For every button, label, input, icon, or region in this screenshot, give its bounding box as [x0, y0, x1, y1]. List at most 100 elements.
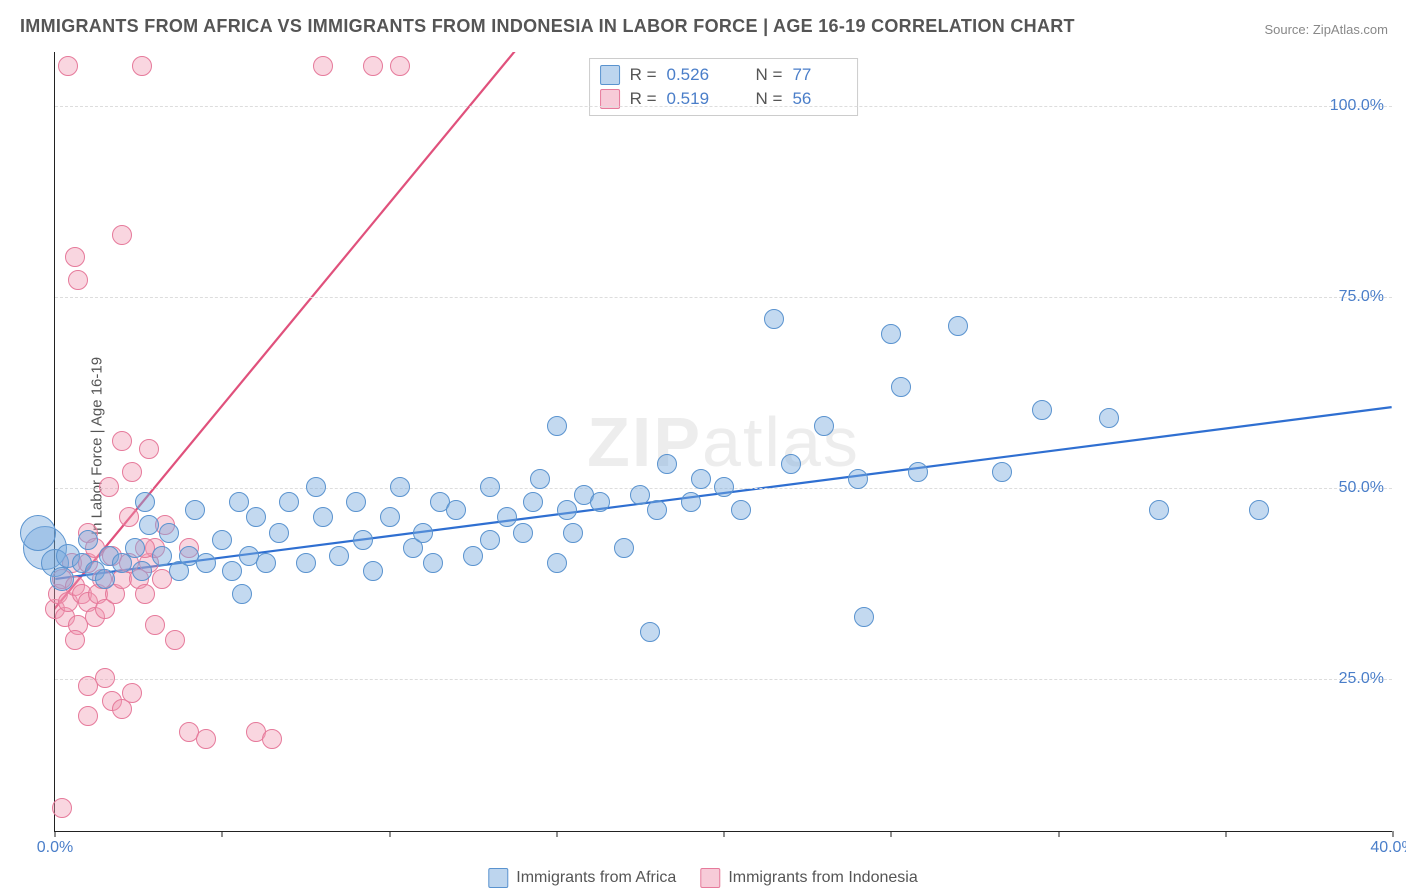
legend-r-value: 0.526	[667, 65, 722, 85]
scatter-point-pink	[165, 630, 185, 650]
legend-series-label: Immigrants from Indonesia	[728, 869, 917, 887]
scatter-point-blue	[891, 377, 911, 397]
scatter-point-blue	[547, 553, 567, 573]
scatter-point-blue	[614, 538, 634, 558]
y-gridline	[55, 679, 1392, 680]
scatter-point-blue	[764, 309, 784, 329]
scatter-point-blue	[212, 530, 232, 550]
scatter-point-blue	[691, 469, 711, 489]
scatter-point-blue	[159, 523, 179, 543]
trend-lines-layer	[55, 52, 1392, 831]
chart-container: IMMIGRANTS FROM AFRICA VS IMMIGRANTS FRO…	[0, 0, 1406, 892]
scatter-point-blue	[848, 469, 868, 489]
scatter-point-blue	[363, 561, 383, 581]
scatter-point-blue	[814, 416, 834, 436]
scatter-point-pink	[65, 630, 85, 650]
scatter-point-blue	[480, 477, 500, 497]
y-gridline	[55, 297, 1392, 298]
scatter-point-blue	[781, 454, 801, 474]
x-tick-mark	[389, 831, 390, 837]
scatter-point-pink	[363, 56, 383, 76]
y-tick-label: 100.0%	[1330, 97, 1384, 115]
legend-swatch-blue	[600, 65, 620, 85]
scatter-point-blue	[50, 567, 74, 591]
scatter-point-blue	[714, 477, 734, 497]
x-tick-mark	[724, 831, 725, 837]
scatter-point-blue	[346, 492, 366, 512]
legend-top-row: R = 0.526 N = 77	[600, 63, 848, 87]
scatter-point-blue	[269, 523, 289, 543]
scatter-point-pink	[122, 683, 142, 703]
scatter-point-blue	[132, 561, 152, 581]
scatter-point-blue	[232, 584, 252, 604]
scatter-point-pink	[95, 668, 115, 688]
scatter-point-pink	[135, 584, 155, 604]
scatter-point-blue	[446, 500, 466, 520]
x-tick-label: 0.0%	[37, 839, 73, 857]
scatter-point-blue	[881, 324, 901, 344]
scatter-point-blue	[513, 523, 533, 543]
legend-n-label: N =	[756, 65, 783, 85]
scatter-point-blue	[497, 507, 517, 527]
scatter-point-blue	[731, 500, 751, 520]
scatter-point-blue	[296, 553, 316, 573]
scatter-point-blue	[948, 316, 968, 336]
scatter-point-blue	[640, 622, 660, 642]
scatter-point-blue	[992, 462, 1012, 482]
legend-swatch-blue	[488, 868, 508, 888]
scatter-point-blue	[681, 492, 701, 512]
scatter-point-blue	[1032, 400, 1052, 420]
scatter-point-blue	[854, 607, 874, 627]
scatter-point-blue	[196, 553, 216, 573]
scatter-point-blue	[1249, 500, 1269, 520]
legend-r-label: R =	[630, 65, 657, 85]
legend-n-value: 77	[792, 65, 847, 85]
x-tick-mark	[222, 831, 223, 837]
scatter-point-blue	[229, 492, 249, 512]
scatter-point-blue	[135, 492, 155, 512]
scatter-point-blue	[647, 500, 667, 520]
scatter-point-blue	[353, 530, 373, 550]
scatter-point-blue	[563, 523, 583, 543]
scatter-point-blue	[908, 462, 928, 482]
scatter-point-blue	[279, 492, 299, 512]
scatter-point-pink	[132, 56, 152, 76]
scatter-point-blue	[20, 515, 56, 551]
scatter-point-pink	[262, 729, 282, 749]
y-tick-label: 50.0%	[1339, 479, 1384, 497]
scatter-point-blue	[1099, 408, 1119, 428]
x-tick-mark	[891, 831, 892, 837]
legend-series-label: Immigrants from Africa	[516, 869, 676, 887]
scatter-point-blue	[125, 538, 145, 558]
series-legend: Immigrants from Africa Immigrants from In…	[488, 868, 917, 888]
scatter-point-blue	[547, 416, 567, 436]
scatter-point-pink	[145, 615, 165, 635]
scatter-point-pink	[196, 729, 216, 749]
scatter-point-blue	[463, 546, 483, 566]
scatter-point-blue	[139, 515, 159, 535]
chart-plot-area: ZIPatlas R =0.526N =77R =0.519N =56 25.0…	[54, 52, 1392, 832]
source-attribution: Source: ZipAtlas.com	[1264, 22, 1388, 37]
scatter-point-blue	[523, 492, 543, 512]
scatter-point-pink	[112, 431, 132, 451]
scatter-point-pink	[99, 477, 119, 497]
scatter-point-pink	[122, 462, 142, 482]
scatter-point-blue	[480, 530, 500, 550]
legend-bottom-item: Immigrants from Africa	[488, 868, 676, 888]
x-tick-mark	[1058, 831, 1059, 837]
x-tick-label: 40.0%	[1370, 839, 1406, 857]
scatter-point-blue	[390, 477, 410, 497]
source-link[interactable]: ZipAtlas.com	[1313, 22, 1388, 37]
scatter-point-blue	[313, 507, 333, 527]
x-tick-mark	[1225, 831, 1226, 837]
scatter-point-pink	[313, 56, 333, 76]
scatter-point-pink	[68, 270, 88, 290]
scatter-point-blue	[329, 546, 349, 566]
x-tick-mark	[1393, 831, 1394, 837]
scatter-point-pink	[58, 56, 78, 76]
x-tick-mark	[556, 831, 557, 837]
y-gridline	[55, 106, 1392, 107]
y-tick-label: 25.0%	[1339, 670, 1384, 688]
scatter-point-pink	[119, 507, 139, 527]
scatter-point-pink	[390, 56, 410, 76]
